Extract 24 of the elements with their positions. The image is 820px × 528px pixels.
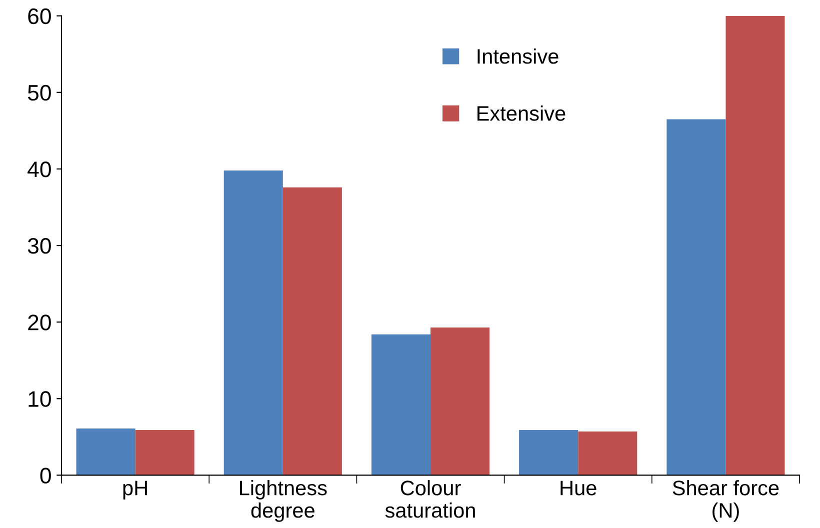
y-tick-label: 50	[28, 84, 51, 101]
x-tick-label: pH	[123, 480, 147, 500]
legend-label: Intensive	[478, 48, 558, 64]
bar	[224, 170, 283, 476]
y-tick-label: 20	[28, 314, 51, 330]
bar	[726, 16, 785, 476]
y-tick-label: 60	[28, 8, 51, 24]
y-tick-label: 10	[28, 391, 51, 407]
x-tick-label: Lightness degree	[240, 480, 327, 522]
y-tick-label: 0	[40, 468, 51, 484]
bar	[282, 187, 342, 476]
x-tick-label: Colour saturation	[385, 480, 475, 518]
bar	[430, 327, 490, 476]
bar	[578, 432, 638, 476]
legend-label: Extensive	[478, 106, 566, 121]
bar	[519, 430, 578, 476]
y-tick-label: 40	[28, 161, 51, 178]
bar	[135, 430, 194, 476]
y-tick-label: 30	[28, 238, 51, 254]
bar	[371, 334, 430, 476]
x-tick-label: Hue	[560, 480, 596, 496]
bar	[666, 119, 726, 476]
bar	[76, 428, 136, 476]
x-tick-label: Shear force (N)	[672, 480, 779, 522]
